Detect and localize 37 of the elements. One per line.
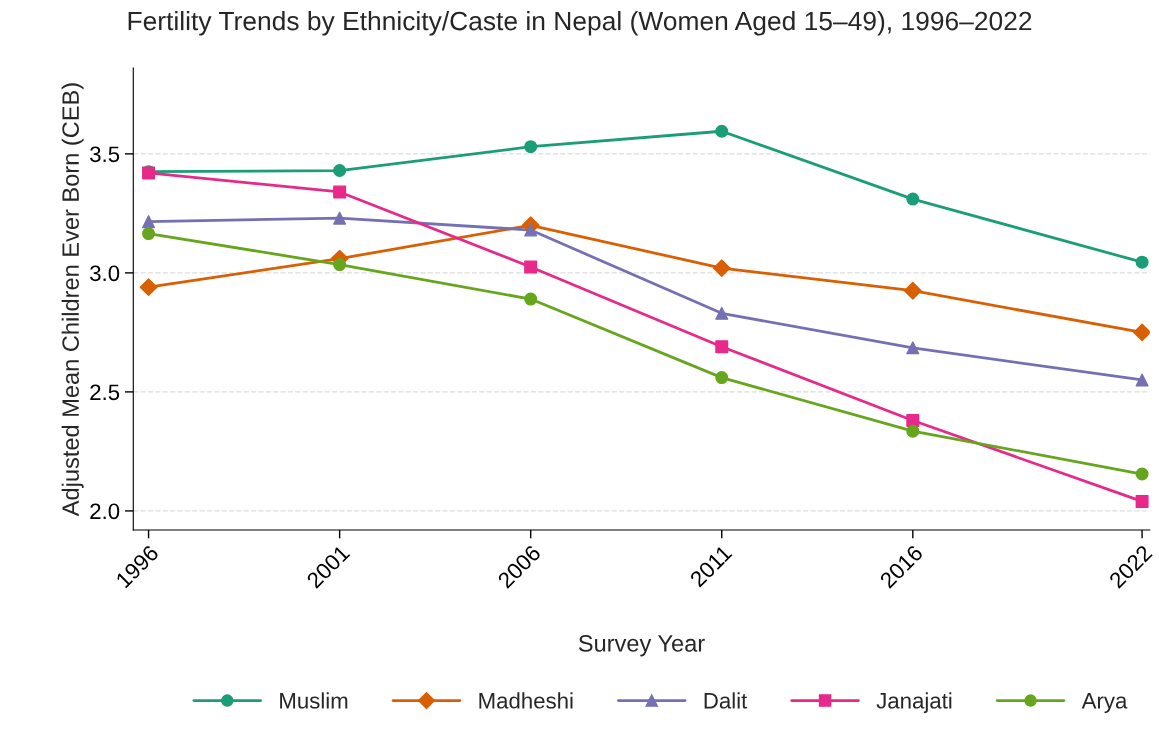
point xyxy=(712,259,731,278)
y-tick-label: 3.0 xyxy=(90,265,120,282)
point xyxy=(715,371,729,385)
point xyxy=(715,340,729,354)
legend-label: Madheshi xyxy=(479,692,573,709)
point xyxy=(1135,467,1149,481)
point xyxy=(1135,255,1149,269)
point xyxy=(1135,373,1149,387)
point xyxy=(333,185,347,199)
point xyxy=(906,413,920,427)
point xyxy=(524,292,538,306)
y-tick-label: 2.5 xyxy=(90,384,120,401)
point xyxy=(715,124,729,138)
legend-label: Arya xyxy=(1081,693,1128,713)
point xyxy=(142,227,156,241)
x-axis-title: Survey Year xyxy=(578,635,705,657)
point xyxy=(142,215,156,229)
point xyxy=(906,424,920,438)
legend-label: Dalit xyxy=(704,692,748,709)
point xyxy=(524,260,538,274)
point xyxy=(715,306,729,320)
point xyxy=(903,281,922,300)
point xyxy=(333,258,347,272)
point xyxy=(906,192,920,206)
point xyxy=(139,278,158,297)
point xyxy=(333,211,347,225)
legend-label: Muslim xyxy=(280,692,348,709)
y-axis-title: Adjusted Mean Children Ever Born (CEB) xyxy=(61,83,84,517)
legend-label: Janajati xyxy=(876,692,952,713)
chart-title: Fertility Trends by Ethnicity/Caste in Nepal (Women Aged 15–49), 1996–2022 xyxy=(128,11,1032,36)
y-tick-label: 2.0 xyxy=(90,503,120,520)
point xyxy=(906,341,920,355)
y-tick-label: 3.5 xyxy=(90,146,120,163)
point xyxy=(1133,323,1150,342)
point xyxy=(333,164,347,178)
point xyxy=(524,140,538,154)
point xyxy=(1135,494,1149,508)
